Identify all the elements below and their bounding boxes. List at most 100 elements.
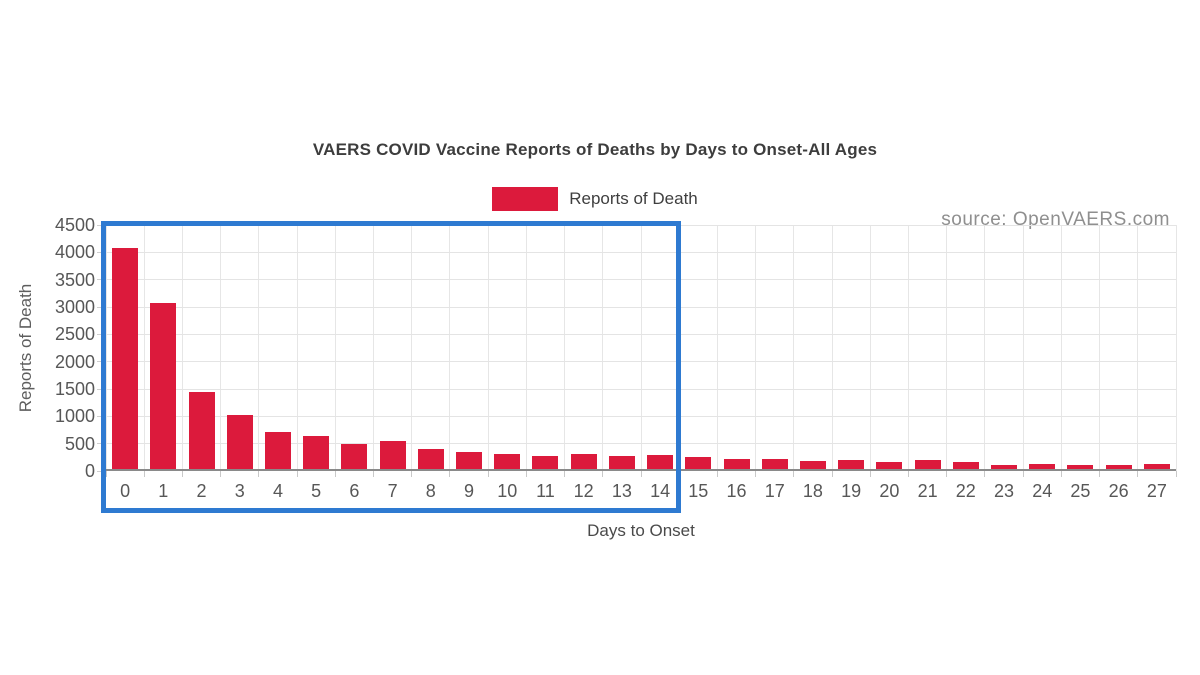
horizontal-gridline [106, 443, 1176, 445]
x-tick-label-1: 1 [158, 481, 169, 501]
vertical-gridline [564, 225, 566, 471]
x-tick-label-21: 21 [917, 481, 938, 501]
bar-day-13 [608, 455, 635, 471]
x-tick-label-13: 13 [611, 481, 632, 501]
y-tick-label-2000: 2000 [54, 351, 95, 372]
x-axis-tick [487, 471, 489, 477]
plot-area: 0 1 2 3 4 5 6 7 8 9 10 11 12 13 14 15 16 17 18 19 20 21 22 23 24… [105, 224, 1177, 501]
bar-day-26 [1105, 465, 1132, 471]
x-axis-tick [449, 471, 451, 477]
x-tick-label-3: 3 [234, 481, 245, 501]
bar-day-19 [838, 460, 865, 471]
bar-day-4 [264, 432, 291, 471]
y-tick-label-1500: 1500 [54, 379, 95, 399]
x-tick-label-0: 0 [120, 481, 131, 501]
x-axis-line [106, 469, 1176, 471]
bar-day-15 [685, 457, 712, 471]
x-axis-tick [411, 471, 413, 477]
horizontal-gridline [106, 306, 1176, 308]
bar-day-23 [991, 464, 1018, 471]
x-axis-tick [1175, 471, 1177, 477]
x-tick-label-24: 24 [1032, 481, 1053, 501]
horizontal-gridline [106, 279, 1176, 281]
vertical-gridline [1099, 225, 1101, 471]
x-axis-tick [1022, 471, 1024, 477]
x-tick-label-15: 15 [688, 481, 709, 501]
legend-swatch [492, 187, 559, 211]
x-tick-label-25: 25 [1070, 481, 1091, 501]
bar-day-21 [914, 460, 941, 471]
x-axis-title: Days to Onset [587, 521, 695, 540]
bar-day-10 [494, 453, 521, 471]
x-axis-tick [602, 471, 604, 477]
x-tick-label-16: 16 [726, 481, 747, 501]
bar-day-6 [341, 443, 368, 471]
vertical-gridline [1060, 225, 1062, 471]
vertical-gridline [449, 225, 451, 471]
x-tick-label-11: 11 [536, 481, 555, 501]
vertical-gridline [1022, 225, 1024, 471]
x-tick-label-20: 20 [879, 481, 900, 501]
horizontal-gridline [106, 415, 1176, 417]
x-tick-label-2: 2 [196, 481, 207, 501]
bar-day-18 [799, 461, 826, 471]
x-axis-tick [640, 471, 642, 477]
x-axis-tick [334, 471, 336, 477]
vertical-gridline [487, 225, 489, 471]
bar-day-16 [723, 459, 750, 471]
x-tick-label-10: 10 [497, 481, 518, 501]
bar-day-7 [379, 440, 406, 471]
vertical-gridline [105, 225, 107, 471]
vertical-gridline [181, 225, 183, 471]
bar-day-17 [761, 458, 788, 471]
y-tick-label-3000: 3000 [54, 297, 95, 317]
y-tick-label-500: 500 [64, 433, 95, 454]
x-tick-label-26: 26 [1108, 481, 1129, 501]
bar-day-22 [952, 461, 979, 471]
y-tick-label-4500: 4500 [54, 215, 95, 235]
vertical-gridline [908, 225, 909, 471]
x-axis-tick [831, 471, 833, 477]
vertical-gridline [296, 225, 298, 471]
bar-day-9 [456, 451, 483, 471]
vertical-gridline [984, 225, 986, 471]
x-axis-tick [716, 471, 718, 477]
x-axis-tick [755, 471, 757, 477]
x-axis-tick [105, 471, 107, 477]
x-tick-label-8: 8 [425, 481, 436, 501]
x-tick-label-9: 9 [464, 481, 475, 501]
vertical-gridline [640, 225, 642, 471]
bar-day-20 [876, 462, 903, 471]
bar-day-11 [532, 455, 559, 471]
x-axis-tick [869, 471, 871, 477]
legend: Reports of Death [0, 187, 1190, 211]
bar-day-27 [1143, 463, 1170, 471]
bar-day-8 [417, 449, 444, 471]
vertical-gridline [143, 225, 145, 471]
x-tick-label-14: 14 [650, 481, 671, 501]
vertical-gridline [373, 225, 374, 471]
vertical-gridline [525, 225, 527, 471]
bar-day-5 [303, 436, 330, 471]
vertical-gridline [831, 225, 833, 471]
bar-day-12 [570, 453, 597, 471]
x-axis-tick [1099, 471, 1101, 477]
bar-day-2 [188, 392, 215, 471]
vertical-gridline [1137, 225, 1139, 471]
vertical-gridline [411, 225, 413, 471]
y-tick-label-4000: 4000 [54, 242, 95, 263]
x-tick-label-27: 27 [1146, 481, 1167, 501]
vertical-gridline [869, 225, 871, 471]
vertical-gridline [220, 225, 222, 471]
chart-title: VAERS COVID Vaccine Reports of Deaths by… [312, 140, 878, 159]
x-tick-label-17: 17 [764, 481, 785, 501]
vertical-gridline [755, 225, 757, 471]
x-axis-tick [1060, 471, 1062, 477]
x-axis-tick [946, 471, 948, 477]
x-tick-label-5: 5 [311, 481, 322, 501]
x-tick-label-18: 18 [802, 481, 823, 501]
highlight-rectangle-days-0-14 [101, 221, 681, 513]
y-tick-label-2500: 2500 [54, 324, 95, 345]
x-axis-tick [908, 471, 909, 477]
